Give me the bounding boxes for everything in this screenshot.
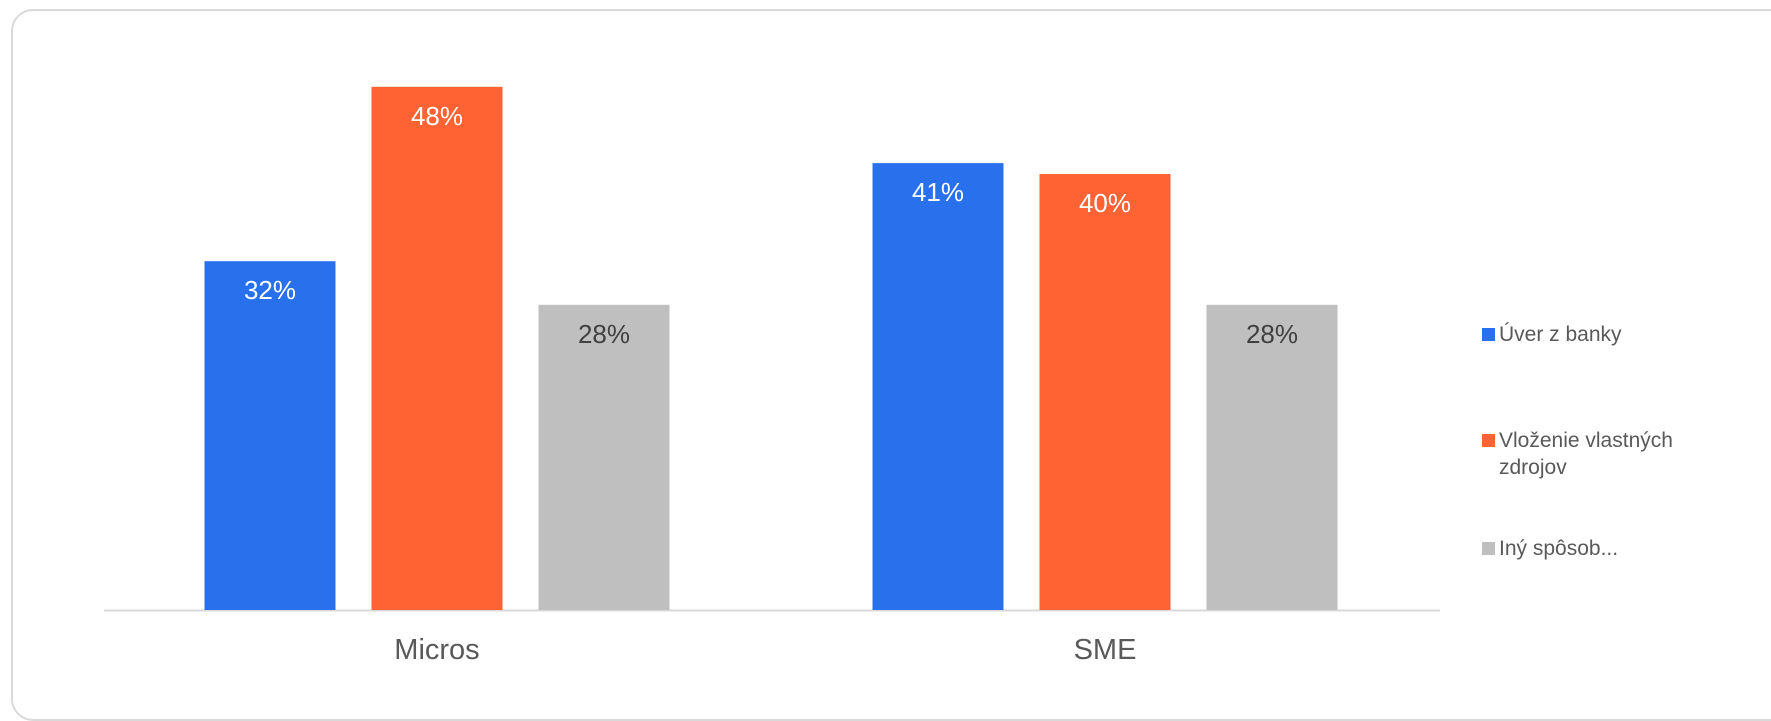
legend-swatch-icon [1482, 434, 1495, 447]
data-label: 40% [1079, 188, 1131, 218]
bar-sme-series-0 [872, 163, 1004, 610]
data-label: 41% [912, 177, 964, 207]
legend-item-uver-z-banky: Úver z banky [1482, 321, 1729, 348]
data-label: 32% [244, 275, 296, 305]
legend-swatch-icon [1482, 542, 1495, 555]
legend-label: Úver z banky [1499, 323, 1622, 346]
data-label: 28% [578, 319, 630, 349]
data-label: 28% [1246, 319, 1298, 349]
legend-swatch-icon [1482, 328, 1495, 341]
bar-sme-series-1 [1039, 174, 1171, 610]
bar-micros-series-2 [538, 304, 670, 610]
bar-sme-series-2 [1206, 304, 1338, 610]
category-label: SME [1074, 634, 1137, 666]
legend-label: Vloženie vlastných zdrojov [1499, 429, 1673, 479]
legend-item-vlozenie-vlastnych-zdrojov: Vloženie vlastných zdrojov [1482, 427, 1729, 481]
category-label: Micros [394, 634, 479, 666]
legend-label: Iný spôsob... [1499, 537, 1619, 560]
bar-micros-series-0 [204, 261, 336, 610]
legend-item-iny-sposob: Iný spôsob... [1482, 535, 1729, 562]
bar-micros-series-1 [371, 86, 503, 611]
data-label: 48% [411, 101, 463, 131]
